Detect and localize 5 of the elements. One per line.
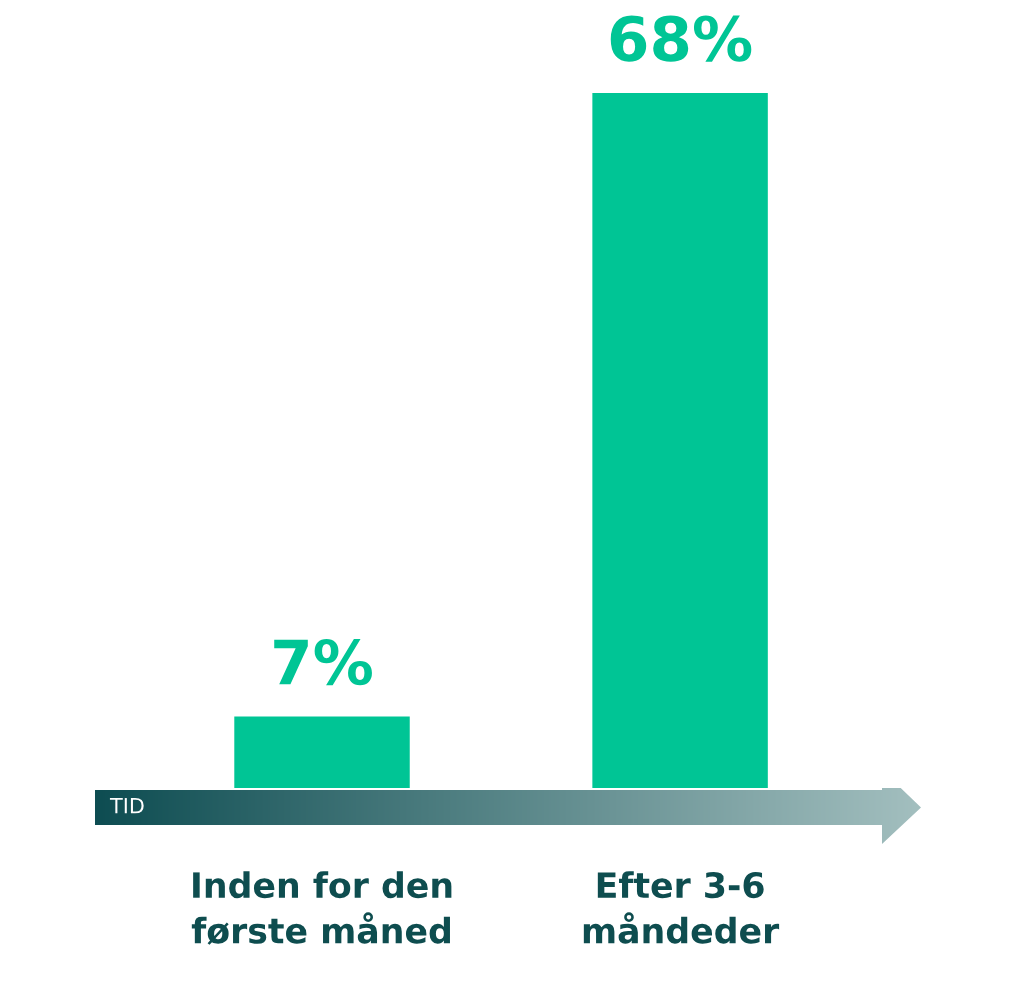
x-axis-title: TID (109, 798, 144, 814)
x-tick-label: Inden for den første måned (191, 871, 452, 945)
data-label: 7% (274, 638, 372, 686)
x-tick-label: Efter 3-6 måndeder (583, 871, 780, 944)
data-label: 68% (610, 15, 752, 62)
